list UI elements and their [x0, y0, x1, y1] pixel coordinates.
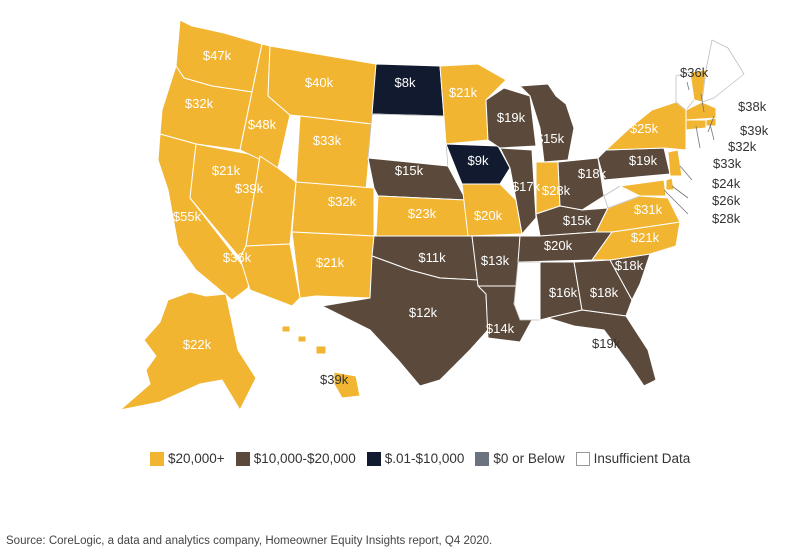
state-shapes — [119, 19, 745, 411]
legend-label: $.01-$10,000 — [384, 451, 465, 466]
state-value-ia: $9k — [468, 153, 489, 168]
legend-label: $10,000-$20,000 — [253, 451, 356, 466]
legend: $20,000+ $10,000-$20,000 $.01-$10,000 $0… — [150, 451, 701, 466]
state-value-ma: $39k — [740, 123, 769, 138]
state-value-wa: $47k — [203, 48, 232, 63]
state-value-or: $32k — [185, 96, 214, 111]
state-value-ct: $33k — [713, 156, 742, 171]
state-value-ok: $11k — [418, 250, 446, 265]
state-value-mt: $40k — [305, 75, 334, 90]
state-value-tx: $12k — [409, 305, 438, 320]
state-value-de: $26k — [712, 193, 741, 208]
state-value-nd: $8k — [395, 75, 416, 90]
state-value-ne: $15k — [395, 163, 424, 178]
state-value-va: $31k — [634, 202, 663, 217]
state-value-co: $32k — [328, 194, 357, 209]
state-ms — [513, 261, 541, 321]
legend-label: Insufficient Data — [593, 451, 691, 466]
legend-swatch — [235, 451, 250, 466]
state-value-vt: $36k — [680, 65, 709, 80]
state-wy — [295, 115, 373, 191]
state-value-sc: $18k — [615, 258, 644, 273]
state-value-pa: $19k — [629, 153, 658, 168]
state-value-al: $16k — [549, 285, 578, 300]
state-value-ga: $18k — [590, 285, 619, 300]
state-value-hi: $39k — [320, 372, 349, 387]
state-value-nv: $21k — [212, 163, 241, 178]
legend-item-20000-plus: $20,000+ — [150, 451, 225, 466]
state-value-ut: $39k — [235, 181, 264, 196]
state-hi — [281, 325, 361, 399]
state-value-fl: $19k — [592, 336, 621, 351]
state-value-md: $28k — [712, 211, 741, 226]
legend-swatch — [475, 451, 490, 466]
legend-swatch — [366, 451, 381, 466]
state-value-ca: $55k — [173, 209, 202, 224]
state-md — [619, 179, 667, 197]
state-value-oh: $18k — [578, 166, 607, 181]
state-value-la: $14k — [486, 321, 515, 336]
state-value-wi: $19k — [497, 110, 526, 125]
state-value-ak: $22k — [183, 337, 212, 352]
state-value-wy: $33k — [313, 133, 342, 148]
state-fl — [547, 309, 657, 387]
state-value-ar: $13k — [481, 253, 510, 268]
leader-line-ma — [707, 115, 715, 133]
state-me — [701, 39, 745, 103]
state-value-ky: $15k — [563, 213, 592, 228]
state-value-il: $17k — [512, 179, 541, 194]
legend-label: $0 or Below — [493, 451, 565, 466]
state-labels: $47k $32k $55k $21k $48k $40k $33k $39k $36k $32k… — [173, 48, 769, 387]
state-value-nm: $21k — [316, 255, 345, 270]
legend-item-10000-20000: $10,000-$20,000 — [235, 451, 356, 466]
state-nj — [667, 149, 683, 177]
state-ma — [685, 101, 717, 121]
state-value-nh: $38k — [738, 99, 767, 114]
state-ia — [445, 143, 511, 185]
state-value-mi: $15k — [536, 131, 565, 146]
state-vt — [675, 71, 695, 111]
state-il — [499, 147, 537, 235]
state-ak — [119, 291, 257, 411]
state-de — [665, 177, 675, 191]
us-map: $47k $32k $55k $21k $48k $40k $33k $39k $36k $32k… — [119, 19, 769, 411]
state-wi — [485, 87, 537, 149]
leader-line-ct — [695, 125, 701, 149]
state-value-nj: $24k — [712, 176, 741, 191]
state-value-mo: $20k — [474, 208, 503, 223]
state-tx — [321, 255, 489, 387]
state-value-az: $36k — [223, 250, 252, 265]
leader-line-nh — [700, 93, 705, 113]
state-ut — [245, 155, 297, 247]
leader-line-md — [663, 189, 689, 215]
state-co — [291, 181, 375, 237]
legend-label: $20,000+ — [168, 451, 225, 466]
state-mi — [519, 83, 575, 163]
state-value-ny: $25k — [630, 121, 659, 136]
state-value-nc: $21k — [631, 230, 660, 245]
state-value-ks: $23k — [408, 206, 437, 221]
state-value-id: $48k — [248, 117, 277, 132]
state-az — [239, 243, 301, 307]
state-pa — [597, 147, 671, 181]
leader-line-ri — [709, 123, 715, 141]
state-ct — [685, 119, 707, 131]
legend-swatch — [150, 451, 164, 466]
legend-item-insufficient-data: Insufficient Data — [575, 451, 691, 466]
state-value-in: $28k — [542, 183, 571, 198]
leader-line-nj — [679, 165, 693, 181]
source-note: Source: CoreLogic, a data and analytics … — [6, 535, 493, 547]
leader-line-de — [671, 185, 689, 199]
state-nd — [371, 63, 445, 117]
leader-line-vt — [686, 81, 690, 91]
state-oh — [557, 157, 605, 211]
legend-item-zero-or-below: $0 or Below — [475, 451, 565, 466]
legend-item-001-10000: $.01-$10,000 — [366, 451, 465, 466]
state-value-mn: $21k — [449, 85, 478, 100]
state-value-tn: $20k — [544, 238, 573, 253]
state-nm — [291, 231, 375, 299]
state-value-ri: $32k — [728, 139, 757, 154]
legend-swatch — [575, 451, 590, 466]
